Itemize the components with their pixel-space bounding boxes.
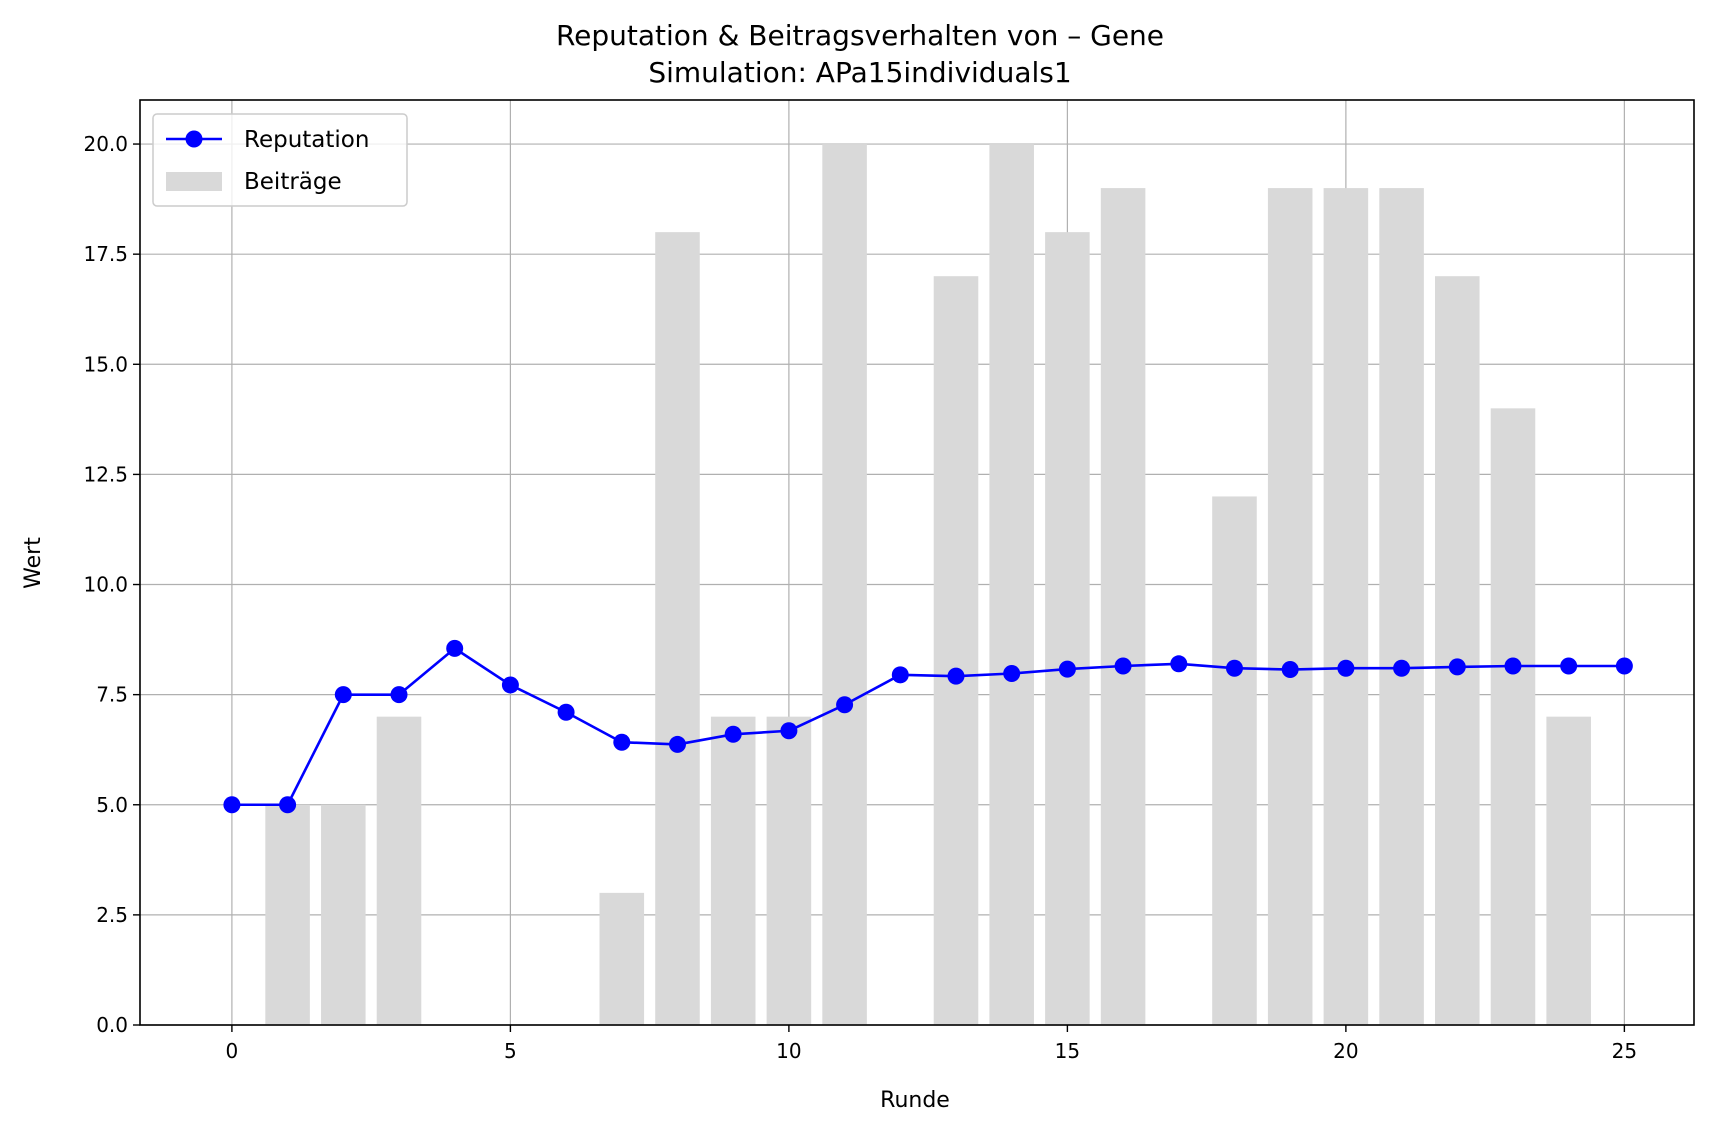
reputation-point [223,796,241,814]
y-tick-label: 7.5 [96,683,128,707]
bar [989,144,1034,1026]
line-series-reputation [223,639,1633,814]
reputation-point [613,733,631,751]
bar [822,144,867,1026]
reputation-point [334,686,352,704]
plot-frame [139,99,1695,1026]
reputation-point [947,667,965,685]
x-tick-label: 5 [504,1039,517,1063]
x-axis-label: Runde [880,1088,950,1113]
y-tick-label: 10.0 [83,573,128,597]
bar [599,892,645,1025]
bar [1435,276,1480,1025]
legend-beitraege-label: Beiträge [244,169,342,195]
x-tick-label: 10 [776,1039,801,1063]
reputation-point [668,735,686,753]
bar [265,804,310,1025]
y-axis-ticks: 0.0 2.5 5.0 7.5 10.0 12.5 15.0 17.5 20.0 [83,132,140,1037]
y-tick-label: 5.0 [96,793,128,817]
reputation-point [390,686,408,704]
reputation-point [446,639,464,657]
x-tick-label: 20 [1333,1039,1358,1063]
reputation-point [1504,657,1522,675]
chart-title: Reputation & Beitragsverhalten von – Gen… [556,19,1164,52]
reputation-point [1560,657,1578,675]
y-tick-label: 12.5 [83,462,128,486]
reputation-point [1448,658,1466,676]
reputation-point [1003,665,1021,682]
bar [766,716,812,1025]
reputation-point [1114,657,1132,675]
y-tick-label: 15.0 [83,352,128,376]
reputation-point [1337,659,1355,677]
bar [1323,188,1369,1026]
bar [1212,496,1257,1025]
bar [1045,232,1090,1026]
reputation-point [1281,661,1299,679]
bar [1546,716,1591,1025]
bar [1379,188,1424,1026]
reputation-point [724,725,742,743]
bar-series-beitraege [265,144,1591,1026]
reputation-point [501,676,519,694]
bar [933,276,979,1025]
y-tick-label: 20.0 [83,132,128,156]
legend: Reputation Beiträge [152,113,408,207]
reputation-line [231,647,1625,807]
legend-reputation-marker [185,130,203,148]
y-axis-label: Wert [21,537,46,589]
bar [1490,408,1536,1025]
y-tick-label: 0.0 [96,1013,128,1037]
reputation-point [557,703,575,721]
reputation-point [780,722,798,740]
y-tick-label: 2.5 [96,903,128,927]
legend-beitraege-swatch [166,172,222,191]
reputation-point [1058,660,1076,678]
bar [376,716,422,1025]
bar [655,232,700,1026]
x-axis-ticks: 0 5 10 15 20 25 [226,1025,1637,1063]
bar [710,716,756,1025]
bar [321,804,366,1025]
reputation-point [1170,655,1188,673]
legend-reputation-label: Reputation [244,127,369,153]
x-tick-label: 15 [1055,1039,1080,1063]
bar [1100,188,1146,1026]
reputation-point [1393,659,1411,677]
y-tick-label: 17.5 [83,242,128,266]
chart-subtitle: Simulation: APa15individuals1 [648,56,1071,89]
x-tick-label: 0 [226,1039,239,1063]
reputation-point [1225,659,1243,677]
reputation-point [1615,657,1633,675]
bar [1267,188,1313,1026]
x-tick-label: 25 [1612,1039,1637,1063]
reputation-point [891,666,909,684]
reputation-point [836,696,854,714]
reputation-point [279,796,297,814]
